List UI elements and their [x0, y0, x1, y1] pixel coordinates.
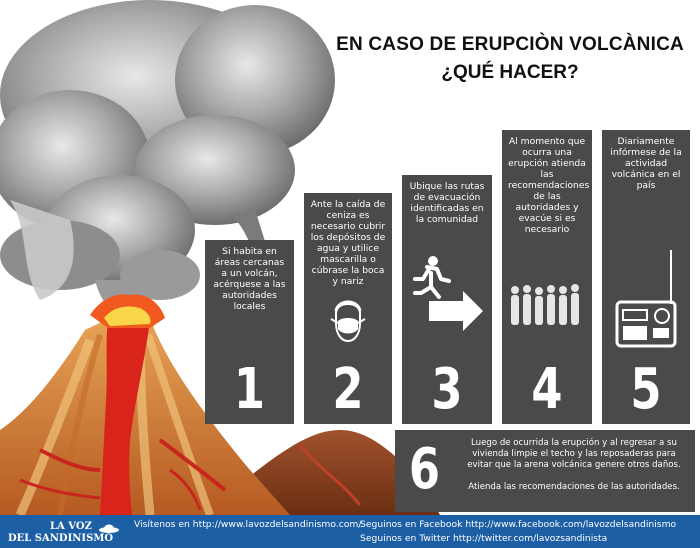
title-line2: ¿QUÉ HACER? — [441, 62, 579, 83]
page-title: EN CASO DE ERUPCIÒN VOLCÀNICA ¿QUÉ HACER… — [330, 34, 690, 84]
step-card-6: 6 Luego de ocurrida la erupción y al reg… — [395, 430, 695, 512]
step-number: 5 — [630, 357, 662, 422]
visit-link[interactable]: Visítenos en http://www.lavozdelsandinis… — [134, 519, 362, 530]
step-card-4: Al momento que ocurra una erupción atien… — [502, 130, 592, 424]
step-number: 3 — [431, 357, 463, 422]
lava-flow — [100, 320, 150, 515]
step-text: Diariamente infórmese de la actividad vo… — [610, 136, 682, 191]
logo: LA VOZ DEL SANDINISMO — [6, 518, 124, 545]
step-number: 1 — [233, 357, 266, 422]
volcano-cone — [0, 294, 290, 517]
step-number: 2 — [332, 357, 364, 422]
facebook-link[interactable]: Seguinos en Facebook http://www.facebook… — [360, 519, 677, 530]
logo-line1: LA VOZ — [50, 521, 92, 532]
sombrero-icon — [99, 524, 119, 533]
step-text: Ante la caída de ceniza es necesario cub… — [310, 199, 386, 287]
logo-line2: DEL SANDINISMO — [8, 533, 114, 544]
face-mask-icon — [304, 293, 392, 348]
title-line1: EN CASO DE ERUPCIÒN VOLCÀNICA — [336, 34, 684, 55]
step-card-2: Ante la caída de ceniza es necesario cub… — [304, 193, 392, 424]
step-text: Luego de ocurrida la erupción y al regre… — [467, 438, 681, 470]
step-text: Si habita en áreas cercanas a un volcán,… — [213, 246, 286, 312]
people-group-icon — [502, 282, 592, 333]
step-card-3: Ubique las rutas de evacuación identific… — [402, 175, 492, 424]
evacuation-runner-icon — [402, 253, 492, 338]
step-number: 6 — [408, 437, 441, 502]
ash-cloud — [0, 0, 335, 320]
twitter-link[interactable]: Seguinos en Twitter http://twitter.com/l… — [360, 533, 608, 544]
step-text: Al momento que ocurra una erupción atien… — [508, 136, 590, 235]
radio-icon — [602, 248, 690, 357]
step-text: Ubique las rutas de evacuación identific… — [409, 181, 485, 225]
footer-bar: LA VOZ DEL SANDINISMO Visítenos en http:… — [0, 515, 700, 548]
step-number: 4 — [531, 357, 563, 422]
step-card-5: Diariamente infórmese de la actividad vo… — [602, 130, 690, 424]
step-text-secondary: Atienda las recomendaciones de las autor… — [468, 482, 680, 492]
step-card-1: Si habita en áreas cercanas a un volcán,… — [205, 240, 294, 424]
